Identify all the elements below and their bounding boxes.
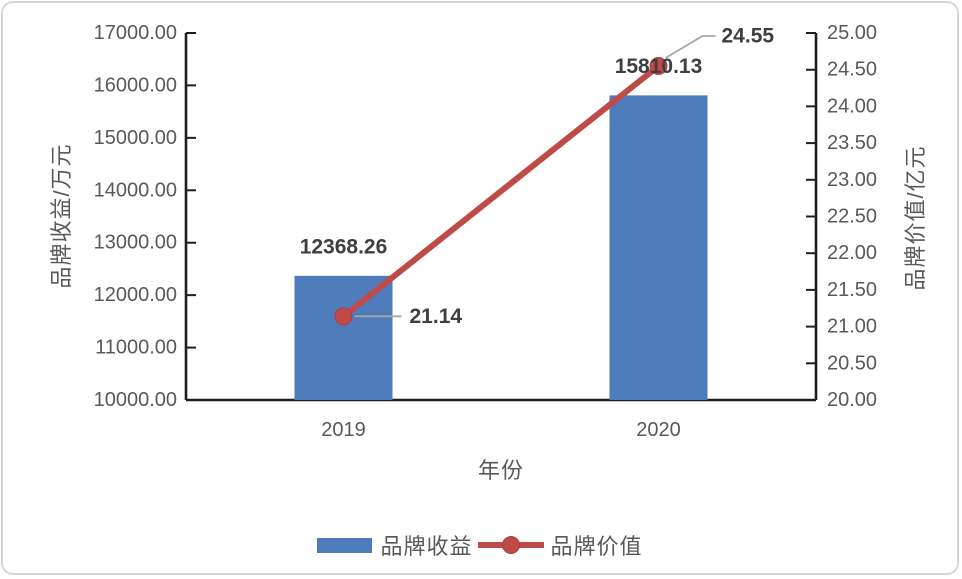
bar-series-swatch-icon	[317, 537, 373, 553]
line-series[interactable]	[340, 63, 662, 320]
right-axis-tick-label: 20.00	[827, 389, 877, 411]
left-axis-tick-label: 11000.00	[95, 337, 177, 359]
left-axis-tick-label: 14000.00	[94, 179, 177, 201]
x-axis-title: 年份	[477, 458, 525, 483]
leader-line-2020	[665, 35, 716, 59]
right-axis-title: 品牌价值/亿元	[903, 145, 928, 291]
right-axis-tick-label: 21.50	[827, 279, 877, 301]
line-data-label-2019: 21.14	[410, 305, 463, 328]
right-axis-tick-label: 22.00	[827, 242, 877, 264]
chart-legend: 品牌收益 品牌价值	[3, 529, 957, 561]
legend-item-brand-revenue[interactable]: 品牌收益	[317, 529, 472, 561]
right-axis-tick-label: 20.50	[827, 352, 877, 374]
right-axis-tick-label: 24.00	[827, 95, 877, 117]
bar-2020[interactable]	[609, 95, 708, 401]
line-series-swatch-icon	[477, 534, 545, 556]
bar-2019[interactable]	[294, 275, 393, 400]
x-axis-tick-label-2020: 2020	[636, 419, 681, 441]
left-axis-tick-label: 10000.00	[94, 389, 177, 411]
right-axis-tick-label: 21.00	[827, 316, 877, 338]
left-axis-tick-label: 16000.00	[94, 74, 177, 96]
legend-item-brand-value[interactable]: 品牌价值	[477, 529, 643, 561]
left-axis-tick-label: 13000.00	[94, 232, 177, 254]
left-axis-tick-label: 12000.00	[94, 284, 177, 306]
legend-label-brand-value: 品牌价值	[550, 534, 643, 559]
legend-label-brand-revenue: 品牌收益	[380, 534, 473, 559]
bar-data-label-2020: 15810.13	[615, 55, 703, 78]
x-axis-tick-label-2019: 2019	[321, 419, 366, 441]
left-axis-title: 品牌收益/万元	[49, 143, 74, 289]
left-axis-tick-label: 17000.00	[94, 22, 177, 44]
right-axis-tick-label: 25.00	[827, 22, 877, 44]
line-data-label-2020: 24.55	[722, 25, 775, 48]
left-axis-tick-label: 15000.00	[94, 127, 177, 149]
bar-data-label-2019: 12368.26	[300, 235, 388, 258]
right-axis-tick-label: 23.00	[827, 169, 877, 191]
right-axis-tick-label: 23.50	[827, 132, 877, 154]
combo-chart-plot: 17000.00 16000.00 15000.00 14000.00 13000.00…	[94, 22, 877, 441]
line-marker-2020[interactable]	[649, 57, 668, 76]
line-marker-2019[interactable]	[334, 307, 353, 326]
right-axis-tick-label: 22.50	[827, 206, 877, 228]
right-axis-tick-label: 24.50	[827, 59, 877, 81]
